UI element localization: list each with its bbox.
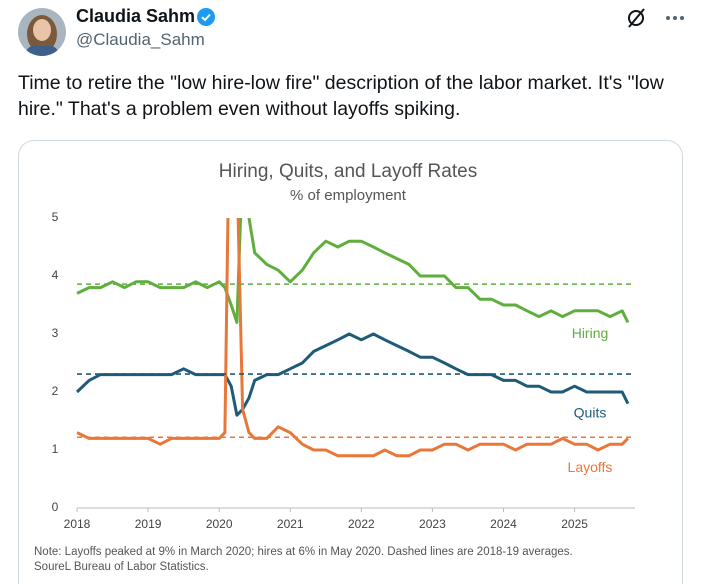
- series-label: Quits: [574, 404, 607, 420]
- y-tick-label: 0: [52, 500, 59, 514]
- x-tick-label: 2025: [561, 517, 588, 531]
- source: SoureL Bureau of Labor Statistics.: [34, 561, 209, 573]
- y-tick-label: 4: [52, 268, 59, 282]
- x-tick-label: 2023: [419, 517, 446, 531]
- series-label: Layoffs: [568, 459, 613, 475]
- series-line: [76, 218, 630, 324]
- x-tick-label: 2020: [206, 517, 233, 531]
- series-line: [76, 218, 629, 458]
- author-name[interactable]: Claudia Sahm: [76, 6, 196, 26]
- avatar[interactable]: [18, 8, 66, 56]
- y-tick-label: 1: [52, 442, 59, 456]
- more-icon[interactable]: [666, 16, 684, 20]
- header-icons: [628, 8, 684, 28]
- series-line: [75, 332, 630, 417]
- series-label: Hiring: [572, 325, 609, 341]
- y-tick-label: 5: [52, 210, 59, 224]
- x-tick-label: 2019: [135, 517, 162, 531]
- x-tick-label: 2021: [277, 517, 304, 531]
- note: Note: Layoffs peaked at 9% in March 2020…: [34, 546, 573, 558]
- chart-subtitle: % of employment: [290, 187, 407, 204]
- x-tick-label: 2022: [348, 517, 375, 531]
- chart-title: Hiring, Quits, and Layoff Rates: [219, 161, 477, 182]
- grok-icon[interactable]: [628, 10, 644, 26]
- tweet-text: Time to retire the "low hire-low fire" d…: [18, 72, 664, 120]
- media-card[interactable]: [18, 140, 683, 584]
- author-handle[interactable]: @Claudia_Sahm: [76, 30, 205, 49]
- verified-badge: [197, 8, 215, 26]
- x-tick-label: 2024: [490, 517, 517, 531]
- y-tick-label: 3: [52, 326, 59, 340]
- y-tick-label: 2: [52, 384, 59, 398]
- x-tick-label: 2018: [64, 517, 91, 531]
